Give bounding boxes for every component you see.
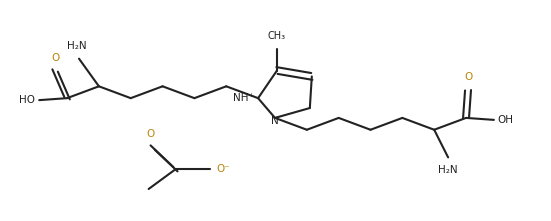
- Text: O: O: [147, 129, 155, 139]
- Text: H₂N: H₂N: [438, 165, 458, 175]
- Text: O⁻: O⁻: [217, 164, 230, 174]
- Text: H₂N: H₂N: [67, 41, 87, 51]
- Text: HO: HO: [19, 95, 35, 105]
- Text: N: N: [271, 116, 279, 126]
- Text: CH₃: CH₃: [268, 31, 286, 41]
- Text: NH⁺: NH⁺: [233, 93, 254, 103]
- Text: OH: OH: [498, 115, 514, 125]
- Text: O: O: [51, 53, 60, 63]
- Text: O: O: [464, 72, 472, 82]
